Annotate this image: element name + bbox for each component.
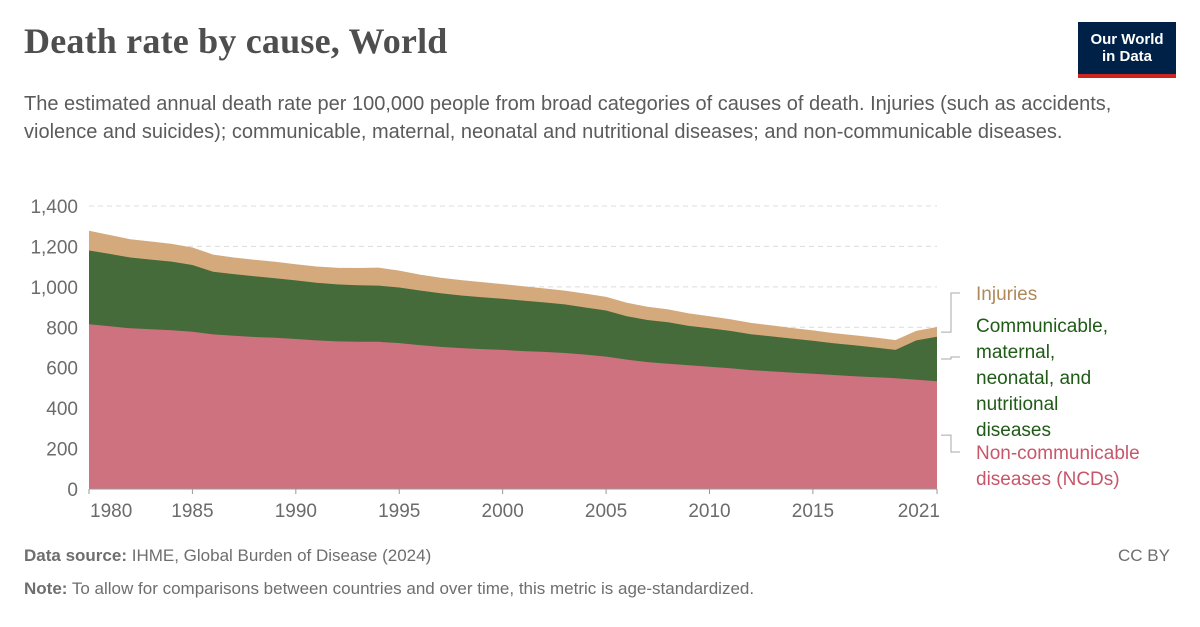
x-tick-label: 1980 bbox=[90, 501, 132, 522]
logo-line-1: Our World bbox=[1090, 31, 1164, 48]
legend-connector bbox=[941, 356, 960, 360]
series-edge bbox=[88, 250, 938, 351]
legend: Injuries Communicable, maternal, neonatal, … bbox=[941, 284, 1140, 490]
axes: 0 200 400 600 800 1,000 1,200 1,400 1980 1985 1990… bbox=[30, 197, 940, 522]
note: Note: To allow for comparisons between c… bbox=[24, 579, 754, 599]
legend-label-line: diseases (NCDs) bbox=[976, 469, 1120, 490]
legend-connector bbox=[941, 434, 960, 453]
area-series bbox=[88, 230, 938, 489]
x-tick-label: 2010 bbox=[688, 501, 730, 522]
logo-line-2: in Data bbox=[1101, 48, 1152, 65]
x-tick-label: 2005 bbox=[585, 501, 627, 522]
area-communicable-maternal-neonatal-and-nutritional-diseases bbox=[89, 250, 937, 382]
y-tick-label: 1,000 bbox=[30, 278, 78, 299]
legend-label-line: Communicable, bbox=[976, 316, 1108, 337]
series-edge bbox=[88, 230, 938, 342]
legend-label-line: neonatal, and bbox=[976, 368, 1091, 389]
legend-label-line: diseases bbox=[976, 420, 1051, 441]
area-injuries bbox=[89, 231, 937, 350]
y-tick-label: 1,200 bbox=[30, 237, 78, 258]
x-tick-label: 2015 bbox=[792, 501, 834, 522]
x-tick-label: 1995 bbox=[378, 501, 420, 522]
chart-title: Death rate by cause, World bbox=[24, 21, 448, 61]
x-tick-label: 1985 bbox=[171, 501, 213, 522]
y-tick-label: 400 bbox=[46, 399, 78, 420]
legend-connector bbox=[941, 292, 960, 333]
x-tick-label: 1990 bbox=[275, 501, 317, 522]
legend-label-line: Injuries bbox=[976, 284, 1037, 305]
data-source-text[interactable]: IHME, Global Burden of Disease (2024) bbox=[131, 546, 432, 565]
y-tick-label: 0 bbox=[67, 480, 78, 501]
logo-accent-bar bbox=[1078, 74, 1176, 78]
legend-label-line: Non-communicable bbox=[976, 443, 1140, 464]
note-text: To allow for comparisons between countri… bbox=[71, 579, 755, 598]
y-tick-label: 200 bbox=[46, 440, 78, 461]
y-tick-label: 1,400 bbox=[30, 197, 78, 218]
data-source: Data source: IHME, Global Burden of Dise… bbox=[24, 546, 431, 566]
y-tick-label: 600 bbox=[46, 359, 78, 380]
stacked-area-chart: 0 200 400 600 800 1,000 1,200 1,400 1980 1985 1990… bbox=[30, 197, 1140, 522]
license-link[interactable]: CC BY bbox=[1118, 546, 1170, 565]
y-tick-label: 800 bbox=[46, 318, 78, 339]
x-tick-label: 2021 bbox=[898, 501, 940, 522]
owid-logo[interactable]: Our World in Data bbox=[1078, 22, 1176, 78]
legend-label-line: maternal, bbox=[976, 342, 1055, 363]
chart-subtitle: The estimated annual death rate per 100,… bbox=[24, 93, 1112, 143]
data-source-label: Data source: bbox=[24, 546, 127, 565]
area-non-communicable-diseases-ncds bbox=[89, 324, 937, 489]
legend-label-line: nutritional bbox=[976, 394, 1058, 415]
x-tick-label: 2000 bbox=[482, 501, 524, 522]
note-label: Note: bbox=[24, 579, 68, 598]
